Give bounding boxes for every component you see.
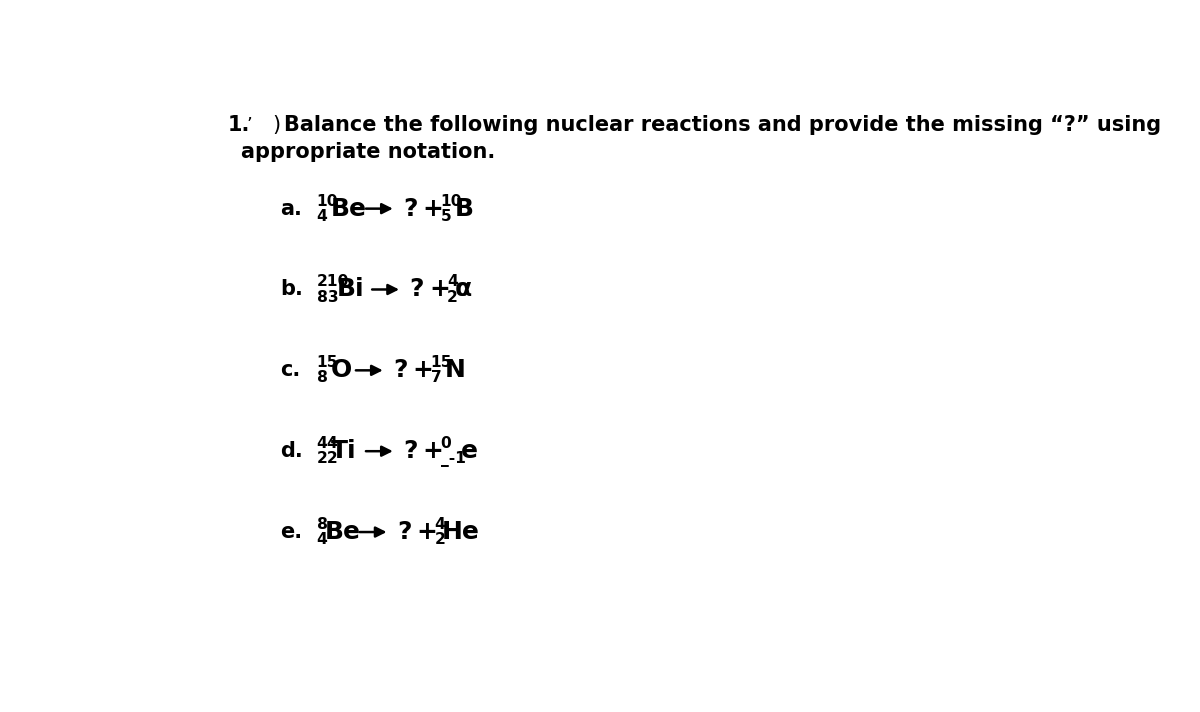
Text: ?: ?	[397, 520, 412, 544]
Text: 4: 4	[317, 209, 328, 224]
Text: ): )	[272, 115, 281, 135]
Text: c.: c.	[281, 360, 300, 380]
Text: Be: Be	[331, 197, 367, 221]
Text: 10: 10	[440, 194, 462, 209]
Text: Ti: Ti	[331, 439, 356, 464]
Text: Bi: Bi	[337, 278, 365, 301]
Text: 83: 83	[317, 290, 338, 305]
Text: ?: ?	[409, 278, 424, 301]
Text: _-1: _-1	[440, 451, 466, 467]
Text: He: He	[442, 520, 480, 544]
Text: O: O	[331, 358, 352, 382]
Text: B: B	[455, 197, 474, 221]
Text: 2: 2	[434, 532, 445, 547]
Text: +: +	[413, 358, 433, 382]
Text: ?: ?	[394, 358, 408, 382]
Text: d.: d.	[281, 441, 302, 461]
Text: +: +	[428, 278, 450, 301]
Text: ?: ?	[403, 197, 418, 221]
Text: 0: 0	[440, 436, 451, 451]
Text: 7: 7	[431, 370, 442, 385]
Text: 4: 4	[317, 532, 328, 547]
Text: e.: e.	[281, 522, 302, 542]
Text: 5: 5	[440, 209, 451, 224]
Text: α: α	[455, 278, 472, 301]
Text: Balance the following nuclear reactions and provide the missing “?” using: Balance the following nuclear reactions …	[284, 115, 1162, 135]
Text: 1.: 1.	[228, 115, 250, 135]
Text: 22: 22	[317, 451, 338, 466]
Text: b.: b.	[281, 280, 304, 300]
Text: 2: 2	[446, 290, 457, 305]
Text: 15: 15	[431, 355, 452, 370]
Text: +: +	[416, 520, 438, 544]
Text: +: +	[422, 439, 444, 464]
Text: 8: 8	[317, 370, 328, 385]
Text: 44: 44	[317, 436, 338, 451]
Text: 10: 10	[317, 194, 338, 209]
Text: 4: 4	[434, 517, 445, 532]
Text: a.: a.	[281, 199, 302, 219]
Text: 8: 8	[317, 517, 328, 532]
Text: Be: Be	[324, 520, 360, 544]
Text: N: N	[444, 358, 466, 382]
Text: 4: 4	[446, 274, 457, 289]
Text: ’: ’	[247, 117, 253, 135]
Text: e: e	[461, 439, 478, 464]
Text: ?: ?	[403, 439, 418, 464]
Text: +: +	[422, 197, 444, 221]
Text: appropriate notation.: appropriate notation.	[241, 142, 496, 162]
Text: 210: 210	[317, 274, 349, 289]
Text: 15: 15	[317, 355, 338, 370]
